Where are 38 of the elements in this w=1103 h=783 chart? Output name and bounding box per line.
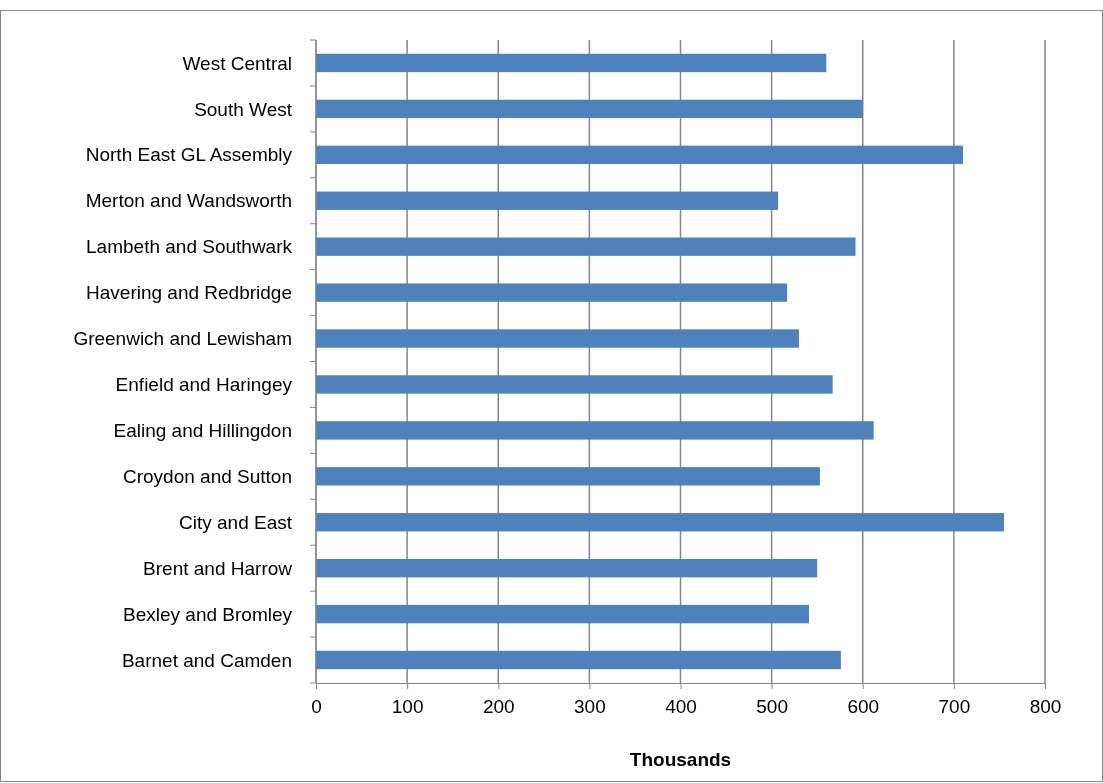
bar — [316, 283, 788, 302]
bar — [316, 53, 827, 73]
y-tick-label: Bexley and Bromley — [123, 603, 293, 625]
x-tick-label: 200 — [482, 695, 515, 717]
x-tick-label: 500 — [756, 695, 788, 717]
bar — [316, 467, 820, 486]
y-tick-label: Ealing and Hillingdon — [113, 420, 292, 442]
x-axis-title: Thousands — [629, 749, 732, 770]
x-tick-label: 800 — [1029, 695, 1062, 717]
bar — [316, 145, 963, 165]
bar — [316, 191, 778, 210]
y-tick-label: Croydon and Sutton — [122, 465, 292, 487]
x-tick-label: 700 — [938, 695, 971, 717]
x-tick-label: 300 — [574, 695, 606, 717]
y-tick-label: Lambeth and Southwark — [86, 236, 293, 258]
x-tick-label: 600 — [847, 695, 880, 717]
y-tick-label: Enfield and Haringey — [115, 374, 293, 396]
y-tick-label: North East GL Assembly — [85, 144, 293, 166]
x-tick-label: 0 — [311, 695, 322, 717]
y-tick-label: Havering and Redbridge — [86, 282, 292, 304]
y-tick-label: Greenwich and Lewisham — [73, 328, 292, 350]
bar — [316, 650, 841, 670]
bar — [316, 421, 874, 440]
bar — [316, 375, 833, 394]
bar — [316, 329, 799, 348]
bar — [316, 558, 818, 578]
x-tick-label: 400 — [665, 695, 697, 717]
y-tick-label: Merton and Wandsworth — [85, 190, 292, 212]
bar — [316, 513, 1004, 532]
x-tick-label: 100 — [391, 695, 424, 717]
y-tick-label: South West — [194, 98, 293, 120]
bar — [316, 604, 809, 624]
bar — [316, 99, 863, 119]
y-tick-label: Barnet and Camden — [121, 649, 292, 671]
y-tick-label: City and East — [179, 511, 293, 533]
bar — [316, 237, 856, 256]
y-tick-label: West Central — [182, 52, 292, 74]
y-tick-label: Brent and Harrow — [143, 557, 293, 579]
